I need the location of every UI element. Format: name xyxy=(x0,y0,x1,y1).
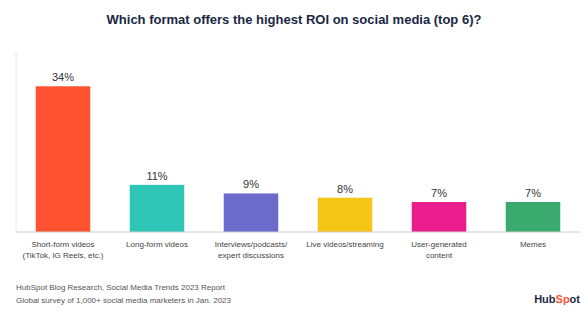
data-label: 7% xyxy=(525,187,541,199)
logo-part: ot xyxy=(570,293,581,305)
x-tick-label-line: content xyxy=(426,251,453,260)
bars xyxy=(36,86,561,232)
bar xyxy=(412,202,467,232)
bar xyxy=(224,193,279,232)
data-label: 11% xyxy=(146,170,167,182)
x-tick-label-line: Long-form videos xyxy=(126,240,188,249)
x-tick-label-line: Live videos/streaming xyxy=(306,240,383,249)
x-tick-label: Live videos/streaming xyxy=(306,240,383,249)
x-tick-label-line: Short-form videos xyxy=(31,240,94,249)
data-label: 34% xyxy=(52,71,74,83)
x-tick-label-line: Interviews/podcasts/ xyxy=(215,240,288,249)
x-tick-label: User-generated content xyxy=(411,240,467,260)
chart: Which format offers the highest ROI on s… xyxy=(0,0,588,330)
x-tick-label-line: (TikTok, IG Reels, etc.) xyxy=(22,251,103,260)
footnote: Global survey of 1,000+ social media mar… xyxy=(16,296,232,305)
x-tick-label: Memes xyxy=(520,240,546,249)
x-tick-label-line: User-generated xyxy=(411,240,467,249)
data-label: 8% xyxy=(337,183,353,195)
x-tick-label-line: Memes xyxy=(520,240,546,249)
footnote: HubSpot Blog Research, Social Media Tren… xyxy=(16,283,226,292)
bar xyxy=(36,86,91,232)
bar xyxy=(318,198,373,232)
data-label: 7% xyxy=(431,187,447,199)
bar xyxy=(130,185,185,232)
logo-part: Sp xyxy=(556,293,570,305)
bar xyxy=(506,202,561,232)
x-tick-label-line: expert discussions xyxy=(218,251,284,260)
logo-part: Hub xyxy=(534,293,556,305)
data-label: 9% xyxy=(243,178,259,190)
y-axis-line xyxy=(16,52,17,232)
baseline xyxy=(16,232,580,233)
x-tick-label: Interviews/podcasts/expert discussions xyxy=(215,240,288,260)
x-tick-label: Long-form videos xyxy=(126,240,188,249)
x-tick-label: Short-form videos (TikTok, IG Reels, etc.… xyxy=(22,240,103,260)
title: Which format offers the highest ROI on s… xyxy=(107,12,482,27)
logo: HubSpot xyxy=(534,293,580,305)
